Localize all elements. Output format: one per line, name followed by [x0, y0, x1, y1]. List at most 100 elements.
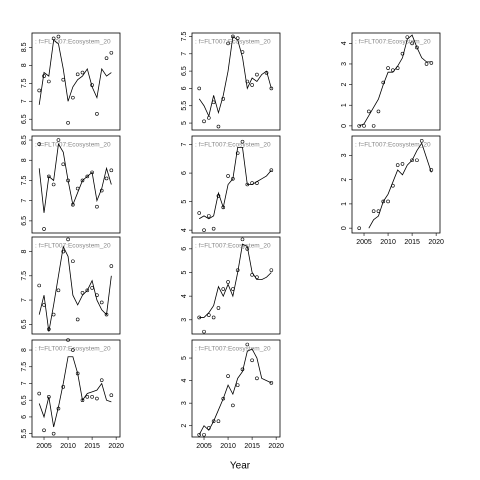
- x-tick-label: 2005: [196, 443, 212, 450]
- data-point: [231, 403, 235, 408]
- data-point: [42, 227, 46, 231]
- data-point: [415, 158, 419, 163]
- data-point: [197, 211, 202, 215]
- panel: : f=FLT007:Ecosystem_20 6.5 7 7.5 8 8.5: [21, 32, 121, 131]
- y-tick-label: 7.5: [21, 362, 28, 372]
- data-point: [240, 237, 245, 242]
- data-point: [371, 209, 376, 213]
- data-point: [250, 83, 254, 87]
- y-tick-label: 7: [21, 298, 28, 302]
- data-point: [226, 41, 230, 46]
- data-point: [56, 288, 61, 293]
- x-tick-label: 2020: [268, 443, 284, 450]
- data-point: [221, 396, 226, 401]
- y-tick-label: 7.5: [21, 175, 28, 185]
- panel-frame: [31, 135, 121, 234]
- panel: : f=FLT007:Ecosystem_20 2 3 4 5 2005 2010 2015 2…: [181, 339, 284, 450]
- x-tick-label: 2010: [380, 239, 396, 246]
- data-point: [42, 428, 46, 433]
- y-tick-label: 3: [341, 62, 348, 66]
- panel: : f=FLT007:Ecosystem_20 3 4 5 6: [181, 236, 281, 335]
- fit-line: [199, 243, 272, 318]
- data-point: [80, 178, 85, 183]
- strip-label: : f=FLT007:Ecosystem_20: [195, 243, 271, 250]
- data-point: [371, 124, 376, 128]
- data-point: [240, 139, 245, 144]
- data-point: [367, 109, 371, 114]
- y-tick-label: 7: [21, 199, 28, 203]
- data-point: [202, 228, 206, 232]
- data-point: [80, 70, 85, 75]
- y-tick-label: 6.5: [21, 395, 28, 405]
- panel: : f=FLT007:Ecosystem_20 6.5 7 7.5 8 8.5: [21, 135, 121, 234]
- y-tick-label: 8: [21, 348, 28, 352]
- y-tick-label: 7: [21, 381, 28, 385]
- data-point: [37, 88, 42, 93]
- fit-line: [199, 147, 272, 220]
- data-point: [357, 124, 362, 128]
- data-point: [104, 56, 109, 60]
- y-tick-label: 5.5: [181, 101, 188, 111]
- data-point: [202, 119, 206, 124]
- data-point: [269, 168, 274, 173]
- data-point: [419, 139, 424, 143]
- panel: : f=FLT007:Ecosystem_20 0 1 2 3 2005 2010 2015 2…: [341, 135, 444, 246]
- data-point: [80, 290, 85, 295]
- data-point: [61, 162, 66, 167]
- panel: : f=FLT007:Ecosystem_20 0 1 2 3 4: [341, 32, 441, 131]
- data-point: [75, 317, 80, 322]
- data-point: [109, 50, 114, 55]
- data-point: [66, 338, 70, 342]
- data-point: [202, 432, 206, 437]
- y-tick-label: 2: [341, 178, 348, 182]
- data-point: [415, 45, 419, 50]
- y-tick-label: 2: [181, 424, 188, 428]
- data-point: [221, 97, 226, 101]
- strip-label: : f=FLT007:Ecosystem_20: [195, 346, 271, 353]
- data-point: [75, 72, 80, 77]
- data-point: [47, 79, 51, 84]
- y-tick-label: 4: [181, 228, 188, 232]
- data-point: [269, 381, 274, 385]
- data-point: [61, 249, 66, 254]
- data-point: [85, 288, 90, 293]
- data-point: [245, 79, 250, 84]
- data-point: [66, 237, 70, 242]
- data-point: [56, 138, 61, 142]
- data-point: [211, 226, 216, 231]
- y-tick-label: 7.5: [21, 78, 28, 88]
- data-point: [216, 306, 221, 310]
- panel: : f=FLT007:Ecosystem_20 5 5.5 6 6.5 7 7.5: [181, 31, 281, 131]
- data-point: [95, 112, 99, 116]
- data-point: [207, 313, 211, 317]
- data-point: [405, 35, 410, 39]
- data-point: [207, 214, 211, 218]
- y-tick-label: 8: [21, 158, 28, 162]
- data-point: [269, 268, 274, 272]
- data-point: [400, 51, 405, 56]
- data-point: [56, 34, 61, 39]
- data-point: [357, 226, 362, 230]
- data-point: [235, 383, 240, 387]
- y-tick-label: 8: [21, 250, 28, 254]
- y-tick-label: 6.5: [21, 114, 28, 124]
- panel: : f=FLT007:Ecosystem_20 5.5 6 6.5 7 7.5 8 2005 2…: [21, 338, 124, 450]
- fit-line: [359, 34, 432, 127]
- data-point: [226, 280, 230, 284]
- data-point: [255, 72, 259, 77]
- x-tick-label: 2010: [220, 443, 236, 450]
- y-tick-label: 4: [181, 379, 188, 383]
- data-point: [109, 264, 114, 268]
- data-point: [109, 393, 114, 397]
- fit-line: [198, 35, 272, 118]
- data-point: [51, 312, 56, 317]
- data-point: [95, 204, 99, 209]
- y-tick-label: 3: [181, 401, 188, 405]
- panel-frame: [31, 236, 121, 335]
- y-tick-label: 6: [181, 86, 188, 90]
- x-tick-label: 2015: [244, 443, 260, 450]
- panel-frame: [191, 32, 281, 131]
- data-point: [99, 300, 104, 305]
- data-point: [37, 283, 42, 288]
